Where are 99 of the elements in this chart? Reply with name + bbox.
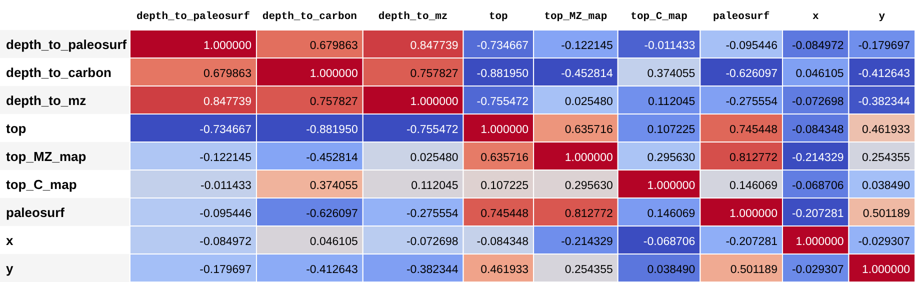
data-label: 0.112045 xyxy=(411,180,458,192)
data-label: -0.122145 xyxy=(200,152,252,164)
y-tick-label: top_MZ_map xyxy=(6,149,86,164)
data-label: -0.452814 xyxy=(306,152,358,164)
data-label: 0.847739 xyxy=(410,40,458,52)
data-label: -0.095446 xyxy=(726,40,778,52)
data-label: 0.757827 xyxy=(310,96,358,108)
data-label: 1.000000 xyxy=(796,236,844,248)
data-label: -0.029307 xyxy=(858,236,910,248)
y-tick-label: y xyxy=(6,261,14,276)
data-label: 0.038490 xyxy=(647,264,696,276)
y-tick-label: paleosurf xyxy=(6,205,66,220)
data-label: -0.207281 xyxy=(792,208,844,220)
data-label: -0.084348 xyxy=(476,236,529,248)
x-tick-label: y xyxy=(878,11,886,23)
data-label: 0.295630 xyxy=(647,152,696,164)
y-tick-label: top_C_map xyxy=(6,177,77,192)
data-label: 0.461933 xyxy=(862,124,910,136)
data-label: -0.084972 xyxy=(792,40,844,52)
data-label: -0.072698 xyxy=(406,236,458,248)
data-label: -0.275554 xyxy=(726,96,778,108)
data-label: 0.745448 xyxy=(480,208,529,220)
y-tick-label: depth_to_carbon xyxy=(6,65,112,80)
x-tick-label: depth_to_mz xyxy=(378,11,448,23)
data-label: 1.000000 xyxy=(730,208,778,220)
data-label: -0.412643 xyxy=(306,264,358,276)
data-label: -0.084972 xyxy=(200,236,252,248)
data-label: 1.000000 xyxy=(564,152,613,164)
data-label: -0.382344 xyxy=(858,96,911,108)
x-tick-label: top xyxy=(488,11,508,23)
data-label: -0.214329 xyxy=(561,236,613,248)
data-label: 0.745448 xyxy=(730,124,778,136)
data-label: 0.146069 xyxy=(730,180,778,192)
data-label: -0.755472 xyxy=(476,96,529,108)
data-label: 0.461933 xyxy=(480,264,529,276)
data-label: -0.881950 xyxy=(306,124,358,136)
x-tick-label: top_MZ_map xyxy=(544,11,608,23)
data-label: 0.046105 xyxy=(796,68,844,80)
data-label: 0.812772 xyxy=(730,152,778,164)
data-label: -0.412643 xyxy=(858,68,910,80)
data-label: 0.112045 xyxy=(648,96,696,108)
data-label: -0.029307 xyxy=(792,264,844,276)
data-label: -0.382344 xyxy=(406,264,459,276)
data-label: -0.068706 xyxy=(643,236,696,248)
data-label: -0.011433 xyxy=(200,180,252,192)
data-label: 0.254355 xyxy=(564,264,613,276)
data-label: 0.635716 xyxy=(564,124,613,136)
x-tick-label: top_C_map xyxy=(630,11,688,23)
data-label: 1.000000 xyxy=(310,68,358,80)
data-label: -0.214329 xyxy=(792,152,844,164)
data-label: -0.626097 xyxy=(726,68,778,80)
data-label: 0.025480 xyxy=(410,152,458,164)
y-tick-label: x xyxy=(6,233,14,248)
data-label: -0.072698 xyxy=(792,96,844,108)
data-label: 0.374055 xyxy=(310,180,358,192)
data-label: -0.122145 xyxy=(561,40,613,52)
y-tick-label: depth_to_mz xyxy=(6,93,87,108)
data-label: 0.107225 xyxy=(480,180,529,192)
data-label: -0.179697 xyxy=(858,40,910,52)
data-label: 0.501189 xyxy=(862,208,910,220)
y-tick-label: top xyxy=(6,121,26,136)
x-tick-label: depth_to_paleosurf xyxy=(136,11,250,23)
data-label: 0.812772 xyxy=(564,208,613,220)
data-label: 0.501189 xyxy=(730,264,778,276)
data-label: 1.000000 xyxy=(862,264,910,276)
x-tick-label: paleosurf xyxy=(712,11,770,23)
data-label: 1.000000 xyxy=(480,124,529,136)
data-label: 0.679863 xyxy=(204,68,252,80)
data-label: 0.146069 xyxy=(647,208,696,220)
data-label: 1.000000 xyxy=(410,96,458,108)
data-label: 0.025480 xyxy=(564,96,613,108)
x-tick-label: x xyxy=(812,11,820,23)
data-label: -0.084348 xyxy=(792,124,844,136)
data-label: -0.095446 xyxy=(200,208,252,220)
data-label: -0.452814 xyxy=(561,68,614,80)
data-label: 0.046105 xyxy=(310,236,358,248)
data-label: 0.374055 xyxy=(647,68,696,80)
data-label: 0.635716 xyxy=(480,152,529,164)
data-label: -0.734667 xyxy=(476,40,529,52)
data-label: -0.207281 xyxy=(726,236,778,248)
x-tick-label: depth_to_carbon xyxy=(262,11,357,23)
data-label: 0.254355 xyxy=(862,152,910,164)
data-label: 0.295630 xyxy=(564,180,613,192)
data-label: -0.011433 xyxy=(644,40,696,52)
data-label: 1.000000 xyxy=(204,40,252,52)
y-tick-label: depth_to_paleosurf xyxy=(6,37,128,52)
data-label: -0.755472 xyxy=(406,124,458,136)
data-label: -0.881950 xyxy=(476,68,529,80)
data-label: 0.038490 xyxy=(862,180,910,192)
data-label: 0.107225 xyxy=(647,124,696,136)
data-label: 0.847739 xyxy=(204,96,252,108)
data-label: -0.179697 xyxy=(200,264,252,276)
data-label: -0.275554 xyxy=(406,208,459,220)
data-label: -0.626097 xyxy=(306,208,358,220)
data-label: -0.068706 xyxy=(792,180,844,192)
data-label: -0.734667 xyxy=(200,124,252,136)
data-label: 0.757827 xyxy=(410,68,458,80)
data-label: 0.679863 xyxy=(310,40,358,52)
data-label: 1.000000 xyxy=(647,180,696,192)
